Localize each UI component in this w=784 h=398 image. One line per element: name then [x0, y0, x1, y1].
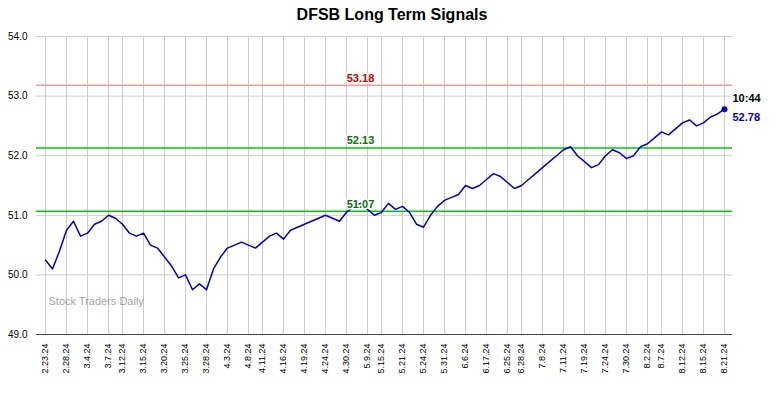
svg-text:7.30.24: 7.30.24: [621, 344, 631, 374]
svg-text:2.23.24: 2.23.24: [40, 344, 50, 374]
svg-text:5.31.24: 5.31.24: [439, 344, 449, 374]
svg-text:53.0: 53.0: [8, 90, 28, 101]
svg-text:50.0: 50.0: [8, 269, 28, 280]
svg-text:8.7.24: 8.7.24: [656, 344, 666, 369]
svg-text:5.9.24: 5.9.24: [362, 344, 372, 369]
svg-text:3.25.24: 3.25.24: [180, 344, 190, 374]
html-text:DFSB Long Term Signals: DFSB Long Term Signals: [296, 6, 488, 23]
svg-text:54.0: 54.0: [8, 31, 28, 42]
svg-text:Stock Traders Daily: Stock Traders Daily: [49, 295, 145, 307]
svg-text:49.0: 49.0: [8, 329, 28, 340]
svg-text:2.28.24: 2.28.24: [61, 344, 71, 374]
svg-text:4.16.24: 4.16.24: [278, 344, 288, 374]
svg-text:6.28.24: 6.28.24: [516, 344, 526, 374]
svg-text:51.07: 51.07: [347, 198, 375, 210]
svg-text:7.19.24: 7.19.24: [579, 344, 589, 374]
svg-text:8.12.24: 8.12.24: [677, 344, 687, 374]
svg-text:3.12.24: 3.12.24: [117, 344, 127, 374]
svg-text:4.3.24: 4.3.24: [222, 344, 232, 369]
svg-text:8.2.24: 8.2.24: [642, 344, 652, 369]
svg-text:7.24.24: 7.24.24: [600, 344, 610, 374]
svg-text:8.21.24: 8.21.24: [719, 344, 729, 374]
svg-text:52.78: 52.78: [733, 111, 761, 123]
svg-text:5.15.24: 5.15.24: [376, 344, 386, 374]
svg-text:51.0: 51.0: [8, 210, 28, 221]
svg-text:6.25.24: 6.25.24: [502, 344, 512, 374]
svg-text:4.11.24: 4.11.24: [257, 344, 267, 373]
svg-text:6.6.24: 6.6.24: [460, 344, 470, 369]
svg-text:4.24.24: 4.24.24: [320, 344, 330, 374]
svg-text:3.28.24: 3.28.24: [201, 344, 211, 374]
svg-text:53.18: 53.18: [347, 72, 375, 84]
svg-text:3.20.24: 3.20.24: [159, 344, 169, 374]
svg-text:4.8.24: 4.8.24: [243, 344, 253, 369]
svg-text:3.15.24: 3.15.24: [138, 344, 148, 374]
svg-text:10:44: 10:44: [733, 92, 762, 104]
svg-text:3.7.24: 3.7.24: [103, 344, 113, 369]
svg-text:4.30.24: 4.30.24: [341, 344, 351, 374]
svg-text:4.19.24: 4.19.24: [299, 344, 309, 374]
svg-text:3.4.24: 3.4.24: [82, 344, 92, 369]
svg-text:5.21.24: 5.21.24: [397, 344, 407, 374]
svg-text:5.24.24: 5.24.24: [418, 344, 428, 374]
svg-text:52.13: 52.13: [347, 134, 375, 146]
svg-text:7.11.24: 7.11.24: [558, 344, 568, 373]
svg-text:8.15.24: 8.15.24: [698, 344, 708, 374]
svg-text:6.17.24: 6.17.24: [481, 344, 491, 374]
svg-text:7.8.24: 7.8.24: [537, 344, 547, 369]
svg-text:52.0: 52.0: [8, 150, 28, 161]
